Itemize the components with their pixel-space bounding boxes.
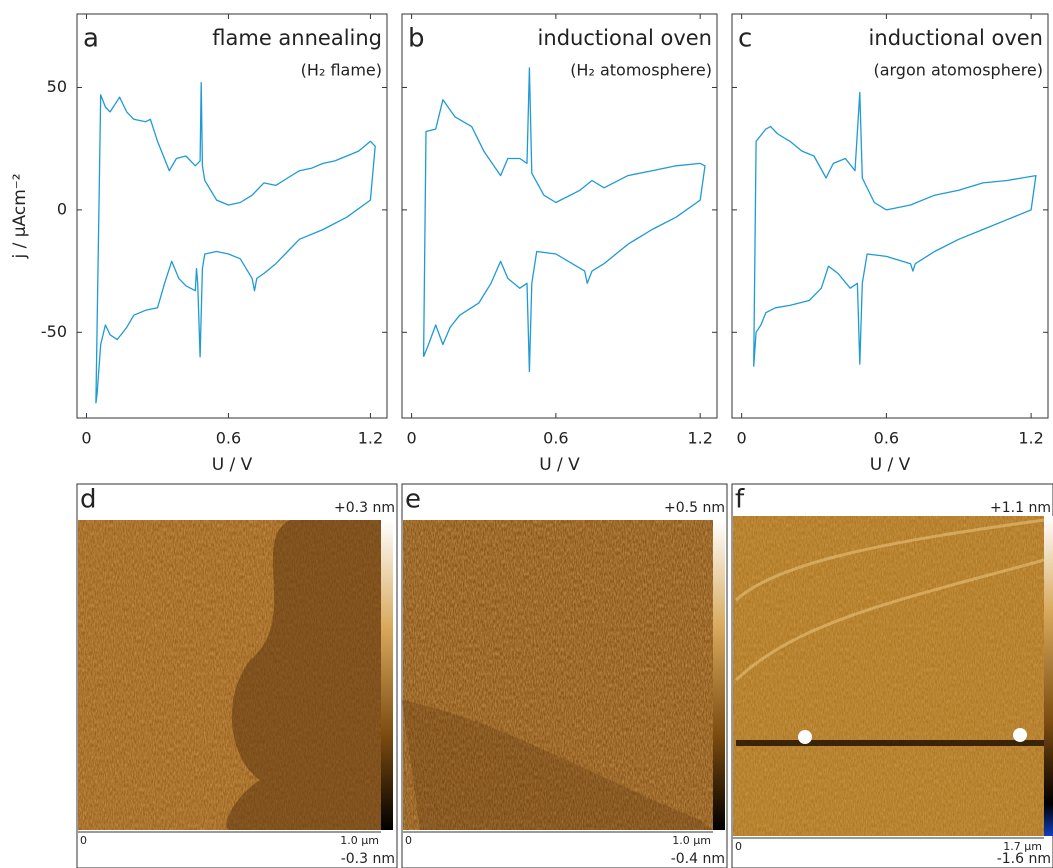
x-tick-label: 0 bbox=[737, 429, 747, 448]
x-tick-label: 0 bbox=[407, 429, 417, 448]
panel-letter: e bbox=[405, 485, 421, 515]
panel-letter: a bbox=[83, 24, 99, 54]
plot-frame bbox=[731, 13, 1049, 419]
cv-curve bbox=[95, 81, 376, 404]
y-tick-label: 0 bbox=[57, 199, 67, 218]
x-axis-label: U / V bbox=[212, 455, 253, 475]
colorbar-min: -0.3 nm bbox=[341, 851, 395, 867]
colorbar-min: -1.6 nm bbox=[997, 851, 1051, 867]
panel-letter: b bbox=[408, 24, 425, 54]
afm-terrace bbox=[226, 520, 381, 830]
panel-letter: c bbox=[738, 24, 752, 54]
panel-letter: f bbox=[735, 485, 745, 515]
afm-particle bbox=[1013, 728, 1027, 742]
cv-curve bbox=[422, 67, 706, 373]
panel-letter: d bbox=[80, 485, 97, 515]
colorbar bbox=[713, 520, 725, 830]
x-tick-label: 0.6 bbox=[216, 429, 241, 448]
scale-start: 0 bbox=[405, 834, 412, 847]
afm-frame bbox=[76, 483, 398, 868]
x-tick-label: 0.6 bbox=[543, 429, 568, 448]
plot-frame bbox=[76, 13, 388, 419]
afm-frame bbox=[401, 483, 728, 868]
scale-end: 1.0 µm bbox=[672, 834, 711, 847]
y-axis-label: j / µAcm⁻² bbox=[10, 173, 30, 259]
afm-texture bbox=[733, 516, 1044, 836]
afm-terrace bbox=[402, 700, 713, 830]
x-axis-label: U / V bbox=[870, 455, 911, 475]
plot-frame bbox=[401, 13, 718, 419]
afm-texture bbox=[403, 520, 713, 830]
x-tick-label: 1.2 bbox=[1018, 429, 1043, 448]
colorbar-max: +0.5 nm bbox=[664, 500, 725, 516]
panel-subtitle: (argon atomosphere) bbox=[873, 61, 1043, 80]
panel-title: inductional oven bbox=[538, 26, 712, 50]
x-tick-label: 0 bbox=[81, 429, 91, 448]
cv-curve bbox=[753, 91, 1037, 367]
panel-title: inductional oven bbox=[869, 26, 1043, 50]
afm-terrace bbox=[734, 518, 1045, 682]
colorbar bbox=[1044, 516, 1053, 836]
colorbar-min: -0.4 nm bbox=[671, 851, 725, 867]
scale-end: 1.7 µm bbox=[1003, 840, 1042, 853]
scale-start: 0 bbox=[735, 840, 742, 853]
y-tick-label: -50 bbox=[41, 322, 67, 341]
colorbar-max: +0.3 nm bbox=[334, 500, 395, 516]
afm-step bbox=[736, 740, 1044, 746]
afm-particle bbox=[798, 730, 812, 744]
scale-end: 1.0 µm bbox=[340, 834, 379, 847]
x-tick-label: 1.2 bbox=[358, 429, 383, 448]
colorbar bbox=[381, 520, 393, 830]
y-tick-label: 50 bbox=[47, 77, 67, 96]
x-tick-label: 1.2 bbox=[687, 429, 712, 448]
x-tick-label: 0.6 bbox=[874, 429, 899, 448]
afm-frame bbox=[731, 483, 1053, 868]
panel-subtitle: (H₂ atomosphere) bbox=[570, 61, 712, 80]
panel-subtitle: (H₂ flame) bbox=[301, 61, 382, 80]
panel-title: flame annealing bbox=[212, 26, 382, 50]
colorbar-max: +1.1 nm bbox=[990, 500, 1051, 516]
x-axis-label: U / V bbox=[539, 455, 580, 475]
scale-start: 0 bbox=[80, 834, 87, 847]
